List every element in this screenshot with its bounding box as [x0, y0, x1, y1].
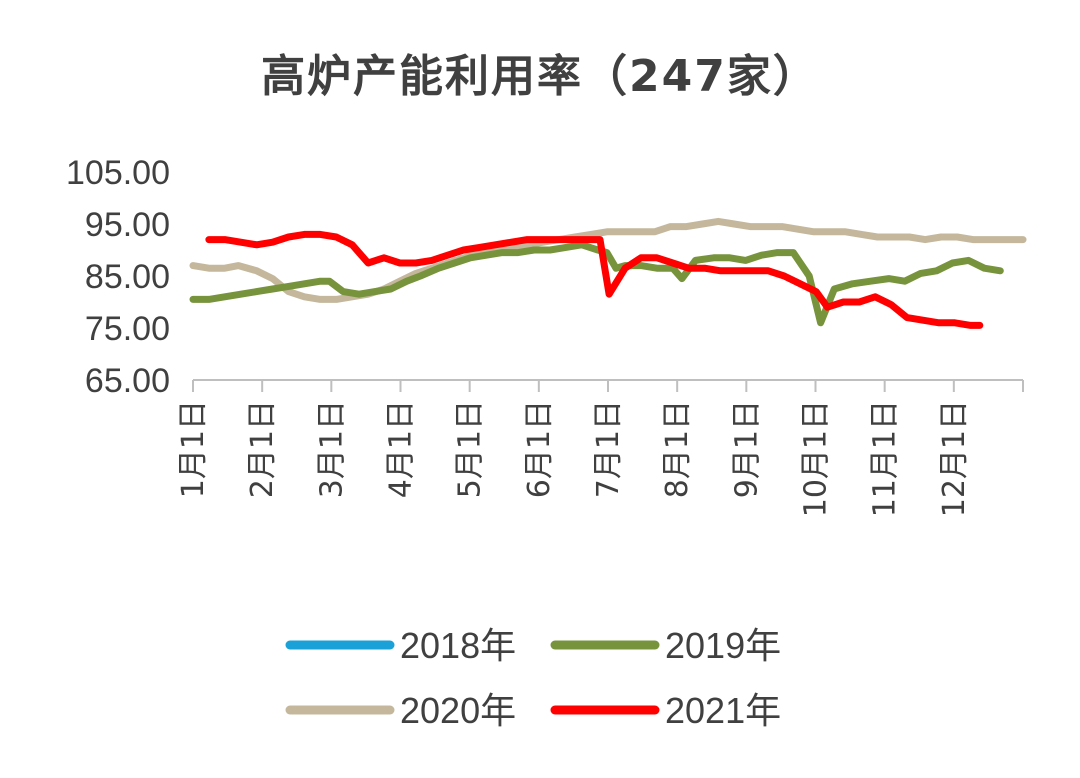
y-tick-label: 65.00 [85, 362, 170, 400]
y-tick-label: 75.00 [85, 310, 170, 348]
x-tick-label: 1月1日 [176, 400, 211, 498]
legend-label: 2018年 [400, 625, 516, 666]
x-tick-label: 5月1日 [453, 400, 488, 498]
legend-label: 2019年 [665, 625, 781, 666]
x-tick-label: 4月1日 [384, 400, 419, 498]
x-tick-label: 2月1日 [245, 400, 280, 498]
x-tick-label: 11月1日 [868, 400, 903, 517]
x-tick-label: 9月1日 [729, 400, 764, 498]
legend: 2018年 2019年 2020年 2021年 [285, 625, 781, 731]
series-line-2021年 [205, 230, 984, 329]
x-axis: 1月1日 2月1日 3月1日 4月1日 5月1日 6月1日 7月1日 8月1日 9月1日 10月1… [176, 379, 1024, 517]
x-tick-label: 6月1日 [522, 400, 557, 498]
x-tick-label: 12月1日 [937, 400, 972, 517]
series-line-2019年 [189, 241, 1004, 327]
y-tick-label: 95.00 [85, 206, 170, 244]
x-tick-label: 3月1日 [314, 400, 349, 498]
series-layer [189, 217, 1027, 329]
x-tick-label: 7月1日 [591, 400, 626, 498]
legend-label: 2020年 [400, 690, 516, 731]
legend-label: 2021年 [665, 690, 781, 731]
x-tick-label: 10月1日 [799, 400, 834, 517]
series-line-2020年 [189, 217, 1027, 303]
y-axis: 105.00 95.00 85.00 75.00 65.00 [66, 154, 170, 400]
y-tick-label: 105.00 [66, 154, 170, 192]
y-tick-label: 85.00 [85, 258, 170, 296]
x-tick-label: 8月1日 [660, 400, 695, 498]
chart-title: 高炉产能利用率（247家） [261, 51, 819, 102]
